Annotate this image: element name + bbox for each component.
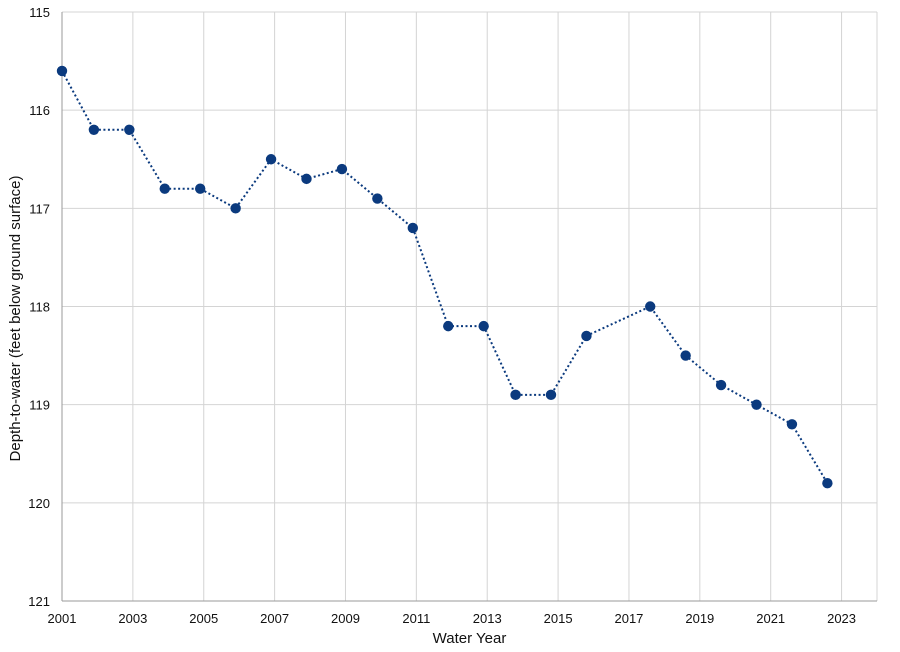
data-point xyxy=(478,320,489,332)
data-point xyxy=(545,389,557,401)
data-point xyxy=(88,124,100,135)
data-point xyxy=(822,478,833,489)
y-axis-title: Depth-to-water (feet below ground surfac… xyxy=(7,176,24,462)
y-tick-label: 116 xyxy=(29,103,50,118)
data-point xyxy=(194,183,206,194)
x-axis-title: Water Year xyxy=(433,630,507,647)
y-tick-label: 119 xyxy=(29,398,50,413)
x-tick-label: 2019 xyxy=(685,611,714,626)
data-point xyxy=(56,65,68,77)
y-tick-label: 120 xyxy=(28,496,50,511)
data-point xyxy=(301,173,312,185)
data-point xyxy=(680,350,691,361)
x-tick-label: 2003 xyxy=(118,611,147,626)
data-point xyxy=(786,419,798,430)
data-point xyxy=(372,193,383,204)
axes xyxy=(61,12,877,602)
data-point xyxy=(645,301,656,312)
series-line xyxy=(61,70,829,484)
data-point xyxy=(581,330,592,342)
y-tick-label: 117 xyxy=(29,201,50,216)
x-tick-label: 2017 xyxy=(614,611,643,626)
x-tick-label: 2023 xyxy=(827,611,856,626)
x-tick-label: 2007 xyxy=(260,611,289,626)
data-point xyxy=(443,320,454,332)
x-tick-label: 2009 xyxy=(331,611,360,626)
data-point xyxy=(265,154,277,165)
x-tick-labels: 2001 2003 2005 2007 2009 2011 2013 2015 2017 2019… xyxy=(48,611,856,626)
x-tick-label: 2005 xyxy=(189,611,218,626)
data-point xyxy=(230,203,241,214)
y-tick-label: 115 xyxy=(29,5,50,20)
data-point xyxy=(124,124,135,135)
data-point xyxy=(751,399,762,410)
y-tick-label: 118 xyxy=(29,300,50,315)
data-point xyxy=(159,183,170,194)
data-series xyxy=(56,65,833,489)
x-tick-label: 2001 xyxy=(48,611,77,626)
y-tick-label: 121 xyxy=(28,594,50,609)
x-tick-label: 2011 xyxy=(402,611,430,626)
x-tick-label: 2013 xyxy=(473,611,502,626)
data-point xyxy=(407,222,419,234)
data-point xyxy=(715,379,727,391)
x-tick-label: 2015 xyxy=(544,611,573,626)
data-point xyxy=(510,389,521,401)
x-tick-label: 2021 xyxy=(756,611,785,626)
grid xyxy=(62,11,878,601)
y-tick-labels: 115 116 117 118 119 120 121 xyxy=(28,5,50,609)
data-point xyxy=(336,163,348,175)
